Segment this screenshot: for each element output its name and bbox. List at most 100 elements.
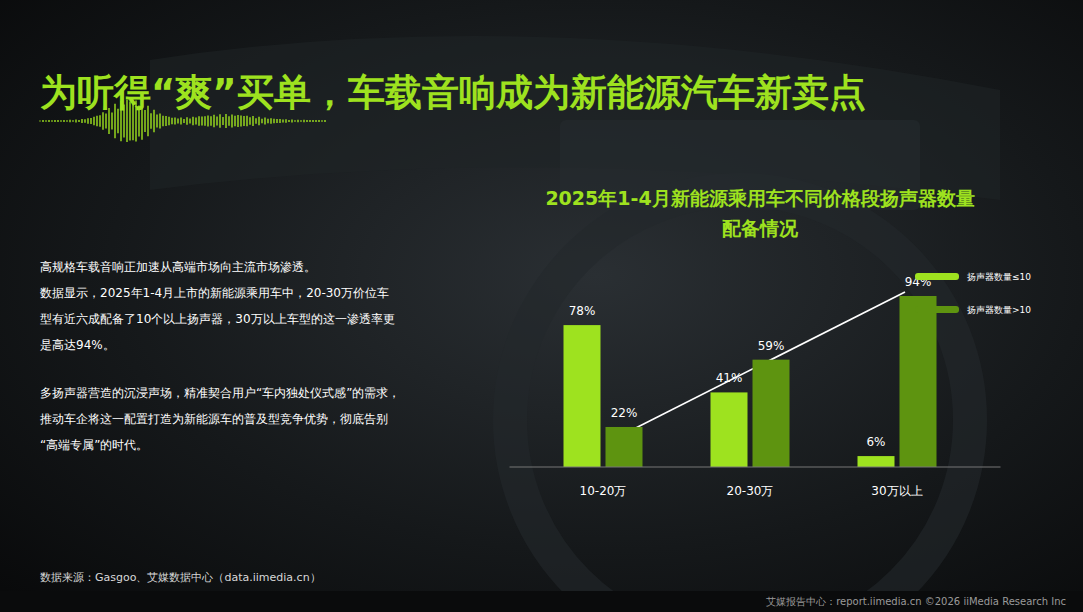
waveform-bar [90, 118, 91, 124]
waveform-bar [297, 120, 298, 123]
waveform-bar [225, 114, 226, 128]
waveform-bar [285, 119, 286, 122]
bar [711, 392, 748, 467]
waveform-bar [315, 120, 316, 122]
waveform-bar [99, 115, 100, 127]
waveform-bar [48, 120, 49, 122]
waveform-bar [141, 102, 142, 139]
x-tick-label: 30万以上 [871, 484, 922, 498]
waveform-bar [54, 120, 55, 122]
body-line: 数据显示，2025年1-4月上市的新能源乘用车中，20-30万价位车 [40, 286, 389, 300]
body-line: 型有近六成配备了10个以上扬声器，30万以上车型的这一渗透率更 [40, 312, 395, 326]
waveform-bar [288, 120, 289, 122]
waveform-bar [255, 118, 256, 124]
waveform-bar [228, 116, 229, 125]
waveform-bar [318, 120, 319, 122]
waveform-bar [57, 120, 58, 122]
waveform-bar [321, 120, 322, 122]
data-label: 22% [611, 406, 638, 420]
waveform-bar [156, 114, 157, 127]
waveform-bar [282, 119, 283, 122]
body-line: 多扬声器营造的沉浸声场，精准契合用户“车内独处仪式感”的需求， [40, 386, 400, 400]
waveform-bar [210, 116, 211, 126]
wheel-shape [510, 190, 970, 612]
waveform-bar [240, 116, 241, 127]
waveform-bar [129, 101, 130, 140]
waveform-bar [60, 120, 61, 122]
waveform-bar [186, 117, 187, 125]
legend-swatch [915, 306, 959, 313]
legend-swatch [915, 273, 959, 280]
x-tick: 30万以上 [871, 467, 922, 498]
headline: 为听得“爽”买单，车载音响成为新能源汽车新卖点 [40, 71, 866, 114]
legend-item: 扬声器数量≤10 [915, 272, 1031, 282]
waveform-bar [234, 116, 235, 127]
waveform-bar [180, 118, 181, 125]
bar [899, 296, 936, 467]
waveform-bar [204, 116, 205, 126]
waveform-bar [195, 118, 196, 125]
waveform-bar [312, 120, 313, 122]
waveform-bar [174, 117, 175, 124]
waveform-bar [219, 114, 220, 128]
waveform-bar [144, 110, 145, 132]
waveform-bar [39, 120, 40, 121]
waveform-bar [243, 116, 244, 126]
x-tick: 10-20万 [580, 467, 627, 498]
x-axis: 10-20万 20-30万 30万以上 [510, 467, 1001, 498]
legend-item: 扬声器数量>10 [915, 305, 1031, 315]
x-tick-label: 20-30万 [727, 484, 774, 498]
waveform-bar [138, 106, 139, 137]
body-line: 推动车企将这一配置打造为新能源车的普及型竞争优势，彻底告别 [40, 412, 388, 426]
waveform-bar [159, 113, 160, 128]
waveform-bar [270, 118, 271, 123]
waveform-bar [267, 119, 268, 124]
legend-label: 扬声器数量>10 [967, 305, 1031, 315]
legend: 扬声器数量≤10 扬声器数量>10 [915, 272, 1031, 315]
waveform-bar [258, 117, 259, 125]
waveform-bar [42, 120, 43, 122]
waveform-bar [75, 120, 76, 123]
chart-title: 2025年1-4月新能源乘用车不同价格段扬声器数量 [545, 187, 974, 209]
x-tick: 20-30万 [727, 467, 774, 498]
waveform-bar [303, 120, 304, 122]
waveform-bar [309, 120, 310, 122]
waveform-bar [264, 118, 265, 125]
waveform-bar [300, 120, 301, 122]
waveform-bar [66, 120, 67, 122]
legend-label: 扬声器数量≤10 [967, 272, 1031, 282]
waveform-bar [126, 100, 127, 142]
axis-line [510, 467, 1001, 468]
waveform-bar [147, 106, 148, 137]
waveform-bar [216, 117, 217, 126]
footer-credit: 艾媒报告中心：report.iimedia.cn ©2026 iiMedia R… [766, 596, 1066, 607]
waveform-bar [150, 113, 151, 128]
waveform-bar [168, 117, 169, 125]
body-line: 高规格车载音响正加速从高端市场向主流市场渗透。 [40, 260, 316, 274]
waveform-bar [51, 120, 52, 122]
body-text: 高规格车载音响正加速从高端市场向主流市场渗透。数据显示，2025年1-4月上市的… [40, 260, 400, 452]
waveform-bar [72, 120, 73, 122]
waveform-bar [96, 116, 97, 127]
waveform-bar [105, 114, 106, 129]
waveform-bar [117, 109, 118, 134]
waveform-bar [45, 120, 46, 121]
waveform-bar [108, 108, 109, 134]
data-label: 41% [716, 371, 743, 385]
waveform-bar [135, 101, 136, 142]
waveform-bar [114, 104, 115, 138]
waveform-bar [246, 116, 247, 127]
waveform-bar [69, 120, 70, 122]
waveform-bar [189, 118, 190, 123]
waveform-bar [306, 120, 307, 122]
bar [752, 360, 789, 467]
waveform-bar [111, 112, 112, 129]
waveform-bar [237, 115, 238, 127]
x-tick-label: 10-20万 [580, 484, 627, 498]
waveform-bar [183, 119, 184, 123]
waveform-bar [123, 104, 124, 137]
waveform-bar [294, 120, 295, 122]
waveform-bar [84, 119, 85, 122]
data-label: 59% [758, 339, 785, 353]
waveform-bar [276, 119, 277, 123]
